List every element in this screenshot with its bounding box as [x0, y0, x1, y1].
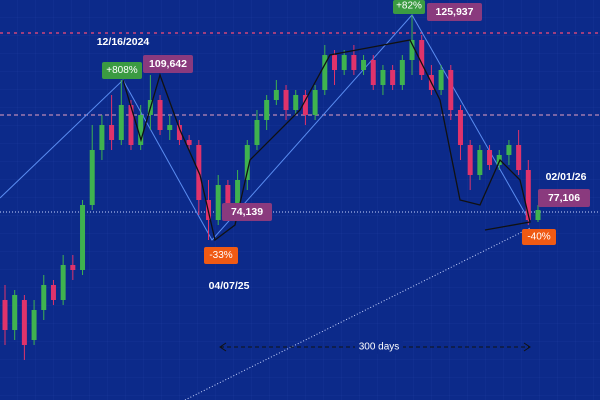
- candle-body: [467, 145, 473, 175]
- candle-body: [118, 105, 124, 140]
- price-label: 77,106: [548, 192, 580, 204]
- candle-body: [109, 125, 115, 140]
- candle-body: [496, 155, 502, 165]
- candle-body: [99, 125, 105, 150]
- price-label: 125,937: [436, 6, 474, 18]
- candle-body: [525, 170, 531, 220]
- candle-body: [167, 125, 173, 130]
- candle-body: [283, 90, 289, 110]
- candle-body: [273, 90, 279, 100]
- candle-body: [80, 205, 86, 270]
- candle-body: [351, 55, 357, 70]
- candle-body: [215, 185, 221, 220]
- badge: [522, 229, 556, 245]
- candle-body: [293, 95, 299, 110]
- candle-body: [128, 105, 134, 145]
- candle-body: [41, 285, 47, 310]
- candle-body: [235, 180, 241, 215]
- candle-body: [322, 55, 328, 90]
- span-bg: [355, 340, 403, 354]
- date-label: 12/16/2024: [97, 36, 150, 48]
- candle-body: [516, 145, 522, 170]
- change-label: +808%: [106, 65, 138, 76]
- candle-body: [487, 150, 493, 165]
- change-label: -33%: [209, 250, 232, 261]
- change-label: -40%: [527, 232, 550, 243]
- candle-body: [399, 60, 405, 85]
- candle-body: [535, 210, 541, 220]
- candle-body: [2, 300, 8, 330]
- candle-body: [380, 70, 386, 85]
- badge: [427, 3, 482, 21]
- candle-body: [244, 145, 250, 180]
- candle-body: [60, 265, 66, 300]
- price-label: 74,139: [231, 206, 263, 218]
- badge: [143, 55, 193, 73]
- trend-line: [184, 227, 531, 400]
- candle-body: [312, 90, 318, 115]
- candle-body: [138, 115, 144, 145]
- candle-body: [176, 125, 182, 140]
- candle-body: [264, 100, 270, 120]
- date-label: 02/01/26: [546, 171, 587, 183]
- candle-body: [302, 95, 308, 115]
- candle-body: [186, 140, 192, 145]
- badge: [204, 247, 238, 264]
- candle-body: [506, 145, 512, 155]
- price-label: 109,642: [149, 58, 187, 70]
- badge: [393, 0, 425, 14]
- candle-body: [225, 185, 231, 215]
- candle-body: [21, 300, 27, 345]
- candle-body: [89, 150, 95, 205]
- candle-body: [50, 285, 56, 300]
- change-label: +82%: [396, 1, 422, 12]
- candle-body: [370, 60, 376, 85]
- span-arrow-heads: [219, 342, 531, 352]
- candle-body: [31, 310, 37, 340]
- badge: [102, 62, 142, 79]
- candle-body: [409, 40, 415, 60]
- candle-body: [361, 60, 367, 70]
- candle-body: [341, 55, 347, 70]
- candle-body: [390, 70, 396, 85]
- candle-body: [419, 40, 425, 75]
- candle-body: [477, 150, 483, 175]
- span-label: 300 days: [359, 342, 400, 353]
- candle-body: [12, 295, 18, 330]
- candle-body: [157, 100, 163, 130]
- candle-body: [438, 70, 444, 90]
- candle-body: [457, 110, 463, 145]
- candle-body: [448, 70, 454, 110]
- candle-body: [70, 265, 76, 270]
- pattern-line: [122, 39, 531, 242]
- candle-body: [254, 120, 260, 145]
- badge: [222, 203, 272, 221]
- badge: [538, 189, 590, 207]
- date-label: 04/07/25: [209, 280, 250, 292]
- candle-body: [331, 55, 337, 70]
